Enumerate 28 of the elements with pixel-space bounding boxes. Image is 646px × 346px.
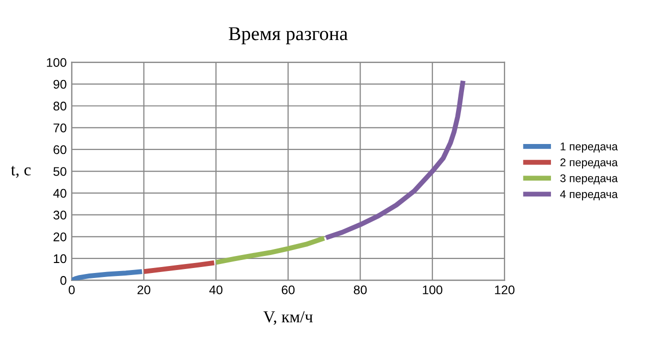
line-series [214,236,327,265]
x-tick-label: 100 [422,285,442,294]
line-series [324,78,466,240]
legend-label: 3 передача [560,174,618,184]
y-tick-label: 70 [54,123,66,132]
y-axis-title: t, с [10,166,31,178]
line-series [72,269,144,280]
y-tick-label: 40 [53,188,66,198]
y-tick-label: 50 [53,167,66,176]
y-tick-label: 60 [54,145,66,154]
y-tick-label: 80 [53,102,66,111]
chart-title: Время разгона [228,27,348,44]
x-axis-title: V, км/ч [263,311,313,325]
y-tick-label: 20 [54,232,66,242]
y-tick-label: 90 [54,80,66,89]
x-tick-label: 20 [138,285,150,294]
y-tick-label: 0 [60,276,66,285]
legend-label: 1 передача [560,142,618,153]
x-tick-label: 80 [354,285,367,294]
y-tick-label: 30 [53,210,66,220]
y-tick-label: 100 [46,58,66,67]
x-tick-label: 120 [495,285,514,294]
x-tick-label: 60 [282,285,295,294]
x-tick-label: 0 [68,285,75,294]
legend-label: 2 передача [560,158,618,168]
legend-label: 4 передача [560,190,618,200]
x-tick-label: 40 [209,285,222,294]
y-tick-label: 10 [54,254,66,264]
